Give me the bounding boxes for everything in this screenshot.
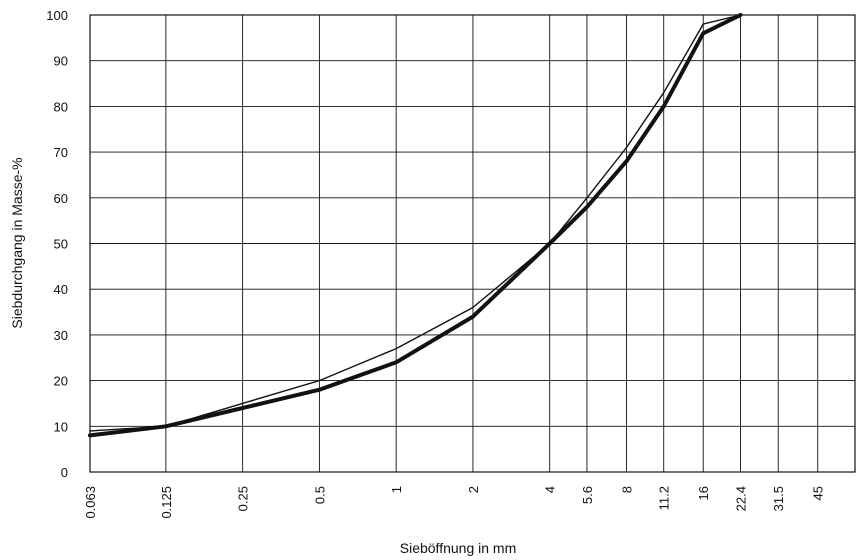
- y-axis-title: Siebdurchgang in Masse-%: [9, 157, 25, 328]
- x-axis-ticks: 0.063 0.125 0.25 0.5 1 2 4 5.6 8 11.2 16 22.4 31.5 45: [83, 486, 826, 519]
- y-tick-label: 10: [54, 419, 68, 434]
- x-tick-label: 0.5: [312, 486, 327, 504]
- y-axis-ticks: 0 10 20 30 40 50 60 70 80 90 100: [46, 8, 68, 480]
- series-lines: [88, 13, 743, 438]
- x-axis-title: Sieböffnung in mm: [400, 540, 516, 556]
- y-tick-label: 100: [46, 8, 68, 23]
- x-tick-label: 16: [696, 486, 711, 500]
- series-line-1: [88, 13, 743, 438]
- y-tick-label: 0: [61, 465, 68, 480]
- x-tick-label: 0.063: [83, 486, 98, 519]
- x-tick-label: 0.25: [236, 486, 251, 511]
- series-line-2: [89, 14, 742, 432]
- y-tick-label: 50: [54, 237, 68, 252]
- y-tick-label: 20: [54, 374, 68, 389]
- x-tick-label: 22.4: [733, 486, 748, 511]
- x-tick-label: 45: [811, 486, 826, 500]
- x-tick-label: 11.2: [657, 486, 672, 510]
- x-tick-label: 0.125: [159, 486, 174, 519]
- x-tick-label: 31.5: [771, 486, 786, 511]
- x-tick-label: 5.6: [580, 486, 595, 504]
- y-tick-label: 70: [54, 145, 68, 160]
- y-tick-label: 30: [54, 328, 68, 343]
- x-tick-label: 2: [466, 486, 481, 493]
- x-tick-label: 4: [543, 486, 558, 493]
- x-tick-label: 1: [389, 486, 404, 493]
- x-tick-label: 8: [619, 486, 634, 493]
- y-tick-label: 90: [54, 54, 68, 69]
- y-tick-label: 40: [54, 282, 68, 297]
- y-tick-label: 80: [54, 99, 68, 114]
- grid: [89, 14, 856, 473]
- y-tick-label: 60: [54, 191, 68, 206]
